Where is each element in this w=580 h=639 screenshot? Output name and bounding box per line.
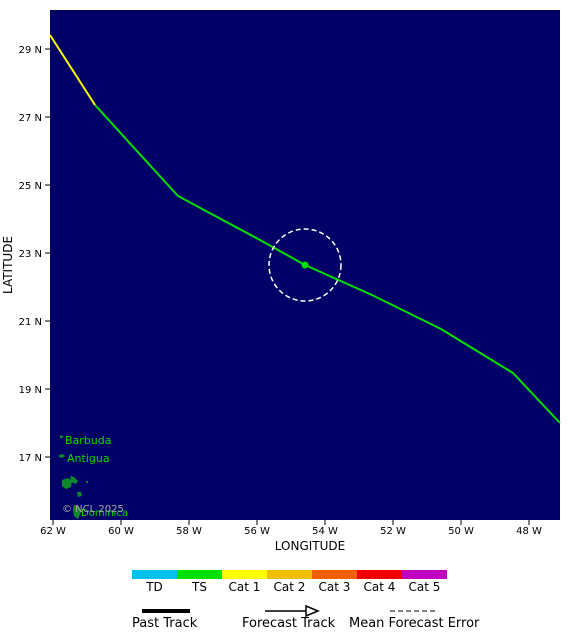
forecast-track-label: Forecast Track [242, 616, 336, 631]
lat-tick: 23 N [19, 249, 42, 260]
track-segment-cat1 [49, 34, 96, 106]
legend: TD TS Cat 1 Cat 2 Cat 3 Cat 4 Cat 5 Past… [0, 560, 580, 639]
swatch-cat4 [357, 570, 402, 579]
longitude-tick-labels: 62 W 60 W 58 W 56 W 54 W 52 W 50 W 48 W [40, 526, 542, 537]
marie-galante-land [77, 492, 82, 497]
lon-tick: 52 W [380, 526, 406, 537]
swatch-ts [177, 570, 222, 579]
lon-tick: 56 W [244, 526, 270, 537]
lon-tick: 54 W [312, 526, 338, 537]
guadeloupe-land [62, 476, 78, 489]
legend-label-cat2: Cat 2 [273, 580, 306, 594]
storm-track-map: 62 W 60 W 58 W 56 W 54 W 52 W 50 W 48 W … [1, 10, 561, 553]
lon-tick: 48 W [516, 526, 542, 537]
current-storm-position [301, 261, 309, 269]
small-island [86, 481, 88, 483]
lon-tick: 50 W [448, 526, 474, 537]
barbuda-label: Barbuda [65, 434, 112, 447]
x-axis-label: LONGITUDE [275, 539, 345, 553]
legend-label-cat4: Cat 4 [363, 580, 396, 594]
copyright-text: © NCL 2025 [62, 504, 124, 515]
longitude-tick-marks [52, 520, 530, 525]
mean-forecast-error-circle [268, 228, 342, 302]
dominica-label: Dominica [81, 508, 128, 519]
islands: Barbuda Antigua Dominica [59, 434, 128, 519]
forecast-track-symbol [265, 604, 320, 618]
storm-track [49, 34, 561, 424]
swatch-cat3 [312, 570, 357, 579]
swatch-cat1 [222, 570, 267, 579]
track-segment-ts [94, 104, 561, 424]
lon-tick: 60 W [108, 526, 134, 537]
lat-tick: 29 N [19, 45, 42, 56]
mean-forecast-error-label: Mean Forecast Error [349, 616, 480, 631]
swatch-cat2 [267, 570, 312, 579]
lat-tick: 19 N [19, 385, 42, 396]
legend-label-cat3: Cat 3 [318, 580, 351, 594]
legend-label-cat1: Cat 1 [228, 580, 261, 594]
lat-tick: 27 N [19, 113, 42, 124]
y-axis-label: LATITUDE [1, 236, 15, 294]
swatch-cat5 [402, 570, 447, 579]
barbuda-land [60, 435, 63, 438]
category-color-bar [132, 570, 447, 579]
lon-tick: 58 W [176, 526, 202, 537]
legend-label-td: TD [146, 580, 163, 594]
antigua-land [59, 454, 65, 458]
legend-label-cat5: Cat 5 [408, 580, 441, 594]
lat-tick: 21 N [19, 317, 42, 328]
past-track-label: Past Track [132, 616, 198, 631]
legend-label-ts: TS [192, 580, 207, 594]
lat-tick: 25 N [19, 181, 42, 192]
lon-tick: 62 W [40, 526, 66, 537]
dominica-land [73, 505, 81, 519]
lat-tick: 17 N [19, 453, 42, 464]
latitude-tick-marks [45, 48, 50, 458]
swatch-td [132, 570, 177, 579]
latitude-tick-labels: 29 N 27 N 25 N 23 N 21 N 19 N 17 N [19, 45, 42, 464]
antigua-label: Antigua [67, 452, 110, 465]
